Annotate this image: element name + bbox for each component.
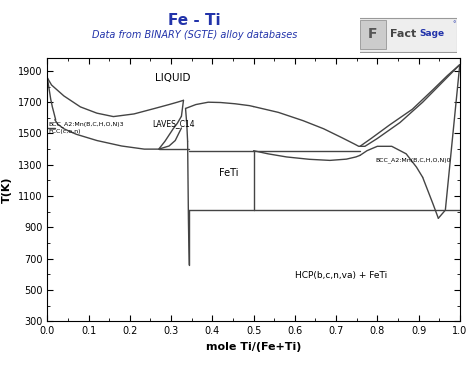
FancyBboxPatch shape (360, 20, 385, 49)
Text: BCC_A2:Mn(B,C,H,O,N)3: BCC_A2:Mn(B,C,H,O,N)3 (49, 121, 124, 127)
Text: LIQUID: LIQUID (155, 73, 190, 83)
X-axis label: mole Ti/(Fe+Ti): mole Ti/(Fe+Ti) (206, 342, 301, 351)
Text: LAVES_C14: LAVES_C14 (153, 119, 195, 128)
Text: Data from BINARY (SGTE) alloy databases: Data from BINARY (SGTE) alloy databases (91, 30, 297, 40)
Text: F: F (368, 27, 378, 41)
FancyBboxPatch shape (358, 18, 457, 52)
Text: FCC(c,o,n): FCC(c,o,n) (49, 130, 81, 134)
Text: Fe - Ti: Fe - Ti (168, 13, 221, 28)
Text: Fact: Fact (390, 29, 416, 39)
Text: HCP(b,c,n,va) + FeTi: HCP(b,c,n,va) + FeTi (295, 271, 387, 280)
Text: FeTi: FeTi (219, 168, 238, 178)
Text: BCC_A2:Mn(B,C,H,O,N)0: BCC_A2:Mn(B,C,H,O,N)0 (375, 157, 451, 163)
Text: Sage: Sage (419, 30, 445, 38)
Y-axis label: T(K): T(K) (2, 177, 12, 203)
Text: °: ° (453, 22, 456, 27)
